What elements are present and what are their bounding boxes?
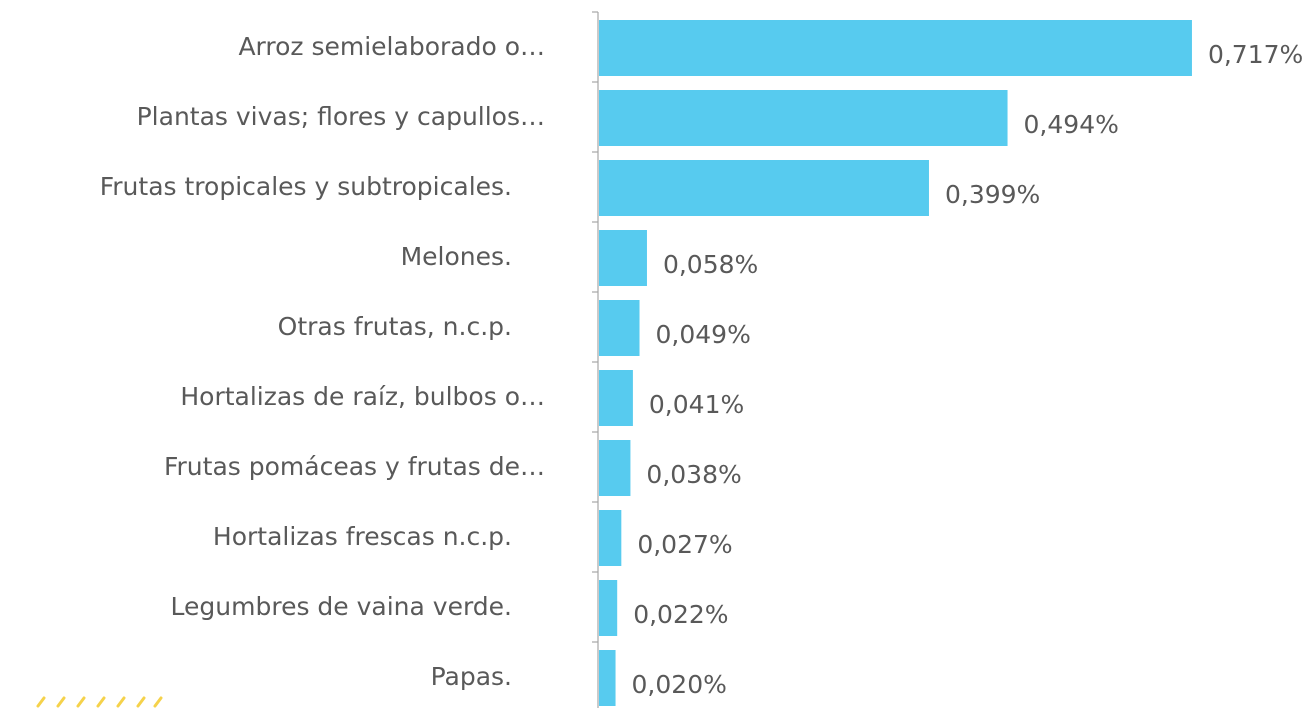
value-label: 0,027%: [637, 530, 732, 559]
category-label: Papas.: [431, 662, 512, 691]
decoration: [36, 696, 163, 708]
bar: [599, 580, 618, 636]
bar: [599, 230, 647, 286]
category-label: Plantas vivas; flores y capullos…: [137, 102, 545, 131]
value-label: 0,041%: [649, 390, 744, 419]
category-label: Frutas pomáceas y frutas de…: [164, 452, 545, 481]
category-label: Arroz semielaborado o…: [238, 32, 545, 61]
bar: [599, 370, 633, 426]
category-label: Melones.: [401, 242, 512, 271]
bar: [599, 160, 929, 216]
category-label: Hortalizas de raíz, bulbos o…: [180, 382, 545, 411]
bar: [599, 510, 622, 566]
value-label: 0,022%: [633, 600, 728, 629]
value-label: 0,038%: [646, 460, 741, 489]
bar: [599, 650, 616, 706]
bar: [599, 90, 1008, 146]
value-label: 0,049%: [656, 320, 751, 349]
value-label: 0,399%: [945, 180, 1040, 209]
category-label: Otras frutas, n.c.p.: [278, 312, 512, 341]
value-label: 0,717%: [1208, 40, 1303, 69]
value-label: 0,020%: [632, 670, 727, 699]
category-label: Hortalizas frescas n.c.p.: [213, 522, 512, 551]
bar: [599, 20, 1192, 76]
category-label: Frutas tropicales y subtropicales.: [100, 172, 512, 201]
value-label: 0,058%: [663, 250, 758, 279]
bar: [599, 300, 640, 356]
bar: [599, 440, 631, 496]
category-label: Legumbres de vaina verde.: [171, 592, 512, 621]
value-label: 0,494%: [1024, 110, 1119, 139]
